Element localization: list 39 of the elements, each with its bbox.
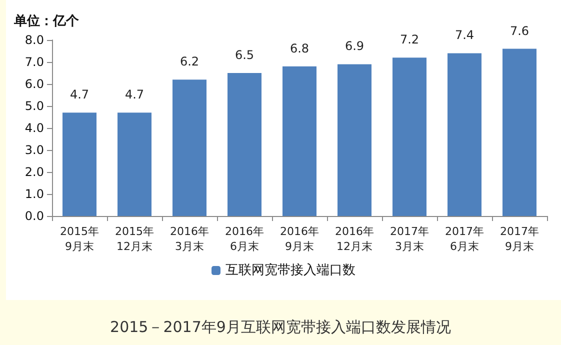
bar bbox=[282, 66, 316, 216]
data-label: 6.5 bbox=[234, 48, 254, 62]
y-tick-label: 1.0 bbox=[24, 187, 44, 201]
data-label: 6.8 bbox=[290, 41, 310, 56]
text: 2015－2017年9月互联网宽带接入端口数发展情况 bbox=[109, 318, 452, 337]
bar bbox=[448, 53, 482, 216]
x-tick-label: 2015年 12月末 bbox=[115, 225, 154, 253]
y-axis-title: 单位：亿个 bbox=[13, 13, 80, 29]
x-tick-label: 2017年 3月末 bbox=[390, 225, 429, 253]
bar bbox=[228, 73, 262, 216]
x-tick-label: 2016年 6月末 bbox=[225, 225, 264, 253]
bar bbox=[118, 112, 152, 216]
data-label: 7.4 bbox=[454, 28, 474, 42]
data-label: 7.6 bbox=[510, 24, 530, 38]
data-label: 6.9 bbox=[344, 39, 364, 54]
y-tick-label: 7.0 bbox=[24, 55, 44, 69]
bar bbox=[62, 112, 96, 216]
data-label: 4.7 bbox=[124, 88, 144, 102]
y-tick-label: 2.0 bbox=[24, 165, 44, 179]
x-tick-label: 2015年 9月末 bbox=[60, 225, 99, 253]
data-label: 6.2 bbox=[180, 54, 200, 69]
x-tick-label: 2017年 9月末 bbox=[500, 225, 539, 253]
y-tick-label: 0.0 bbox=[24, 209, 44, 223]
bar bbox=[172, 80, 206, 216]
y-tick-label: 3.0 bbox=[24, 143, 44, 157]
y-tick-label: 8.0 bbox=[24, 33, 44, 47]
y-tick-label: 4.0 bbox=[24, 121, 44, 135]
data-label: 4.7 bbox=[70, 88, 90, 102]
y-tick-label: 6.0 bbox=[24, 77, 44, 91]
bar bbox=[338, 64, 372, 216]
bar bbox=[392, 58, 426, 216]
data-label: 7.2 bbox=[400, 32, 420, 47]
bar bbox=[502, 48, 536, 216]
x-tick-label: 2017年 6月末 bbox=[445, 225, 484, 253]
x-tick-label: 2016年 12月末 bbox=[335, 225, 374, 253]
y-tick-label: 5.0 bbox=[24, 99, 44, 113]
legend-label: 互联网宽带接入端口数 bbox=[226, 262, 356, 278]
x-tick-label: 2016年 3月末 bbox=[170, 225, 209, 253]
x-tick-label: 2016年 9月末 bbox=[280, 225, 319, 253]
